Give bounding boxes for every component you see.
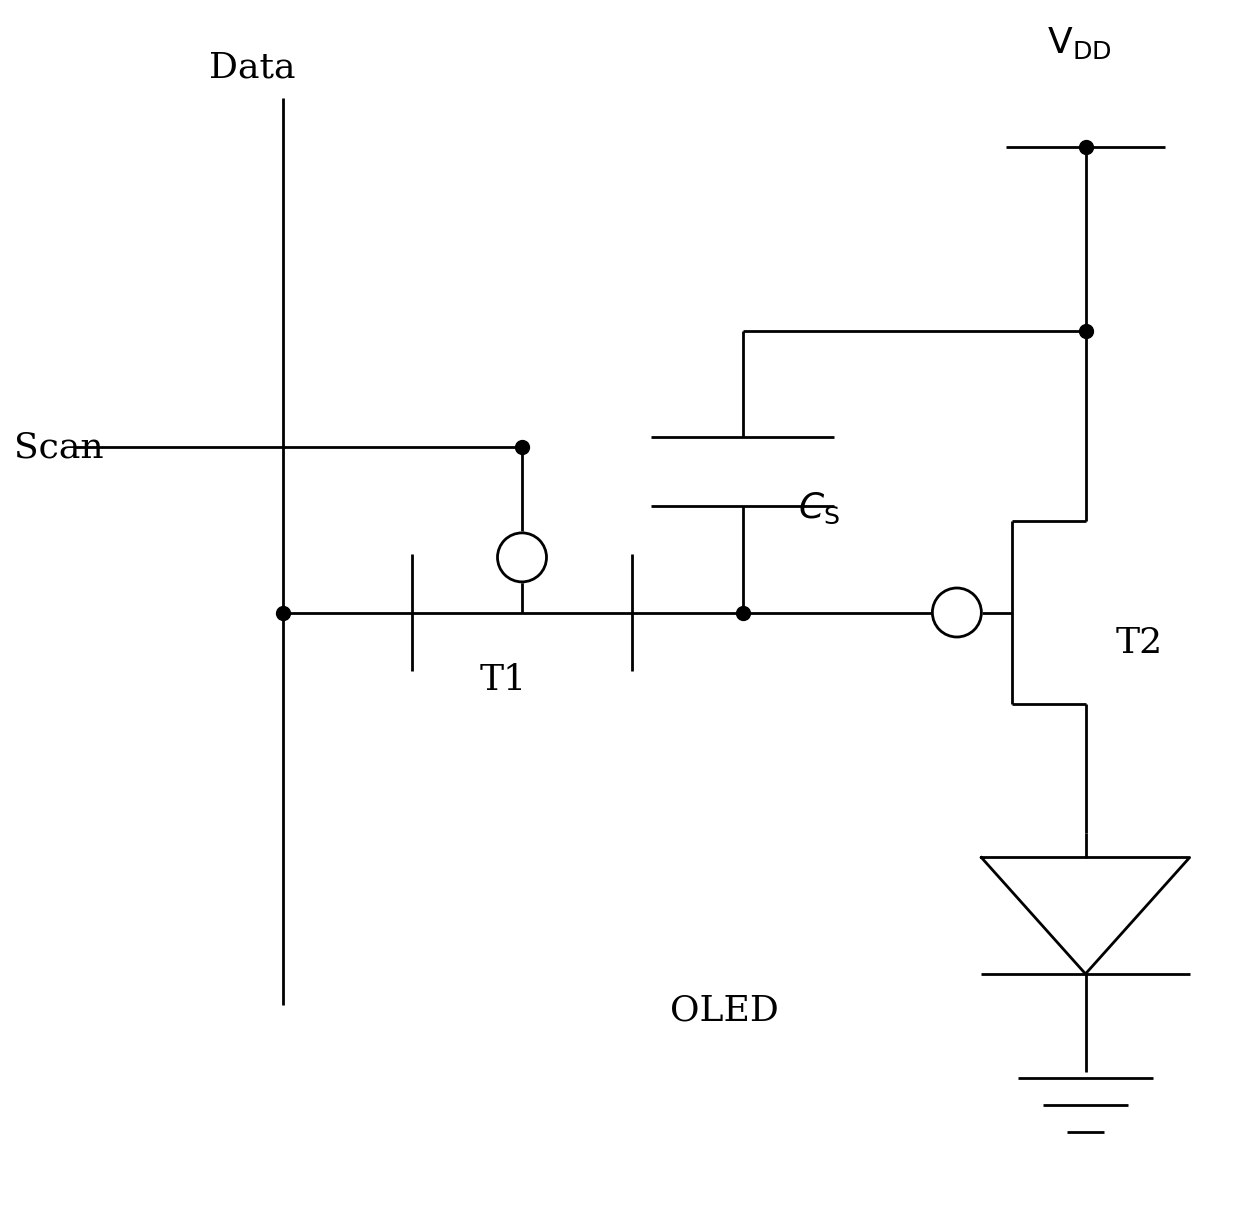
Text: T2: T2 bbox=[1116, 626, 1163, 660]
Text: Data: Data bbox=[210, 50, 296, 85]
Text: OLED: OLED bbox=[671, 993, 779, 1028]
Text: Scan: Scan bbox=[14, 430, 103, 464]
Circle shape bbox=[497, 533, 547, 582]
Text: $\mathrm{V}$$_{\mathrm{DD}}$: $\mathrm{V}$$_{\mathrm{DD}}$ bbox=[1047, 24, 1111, 61]
Text: $C_{\mathrm{S}}$: $C_{\mathrm{S}}$ bbox=[797, 491, 839, 526]
Text: T1: T1 bbox=[479, 663, 526, 697]
Circle shape bbox=[932, 588, 981, 637]
